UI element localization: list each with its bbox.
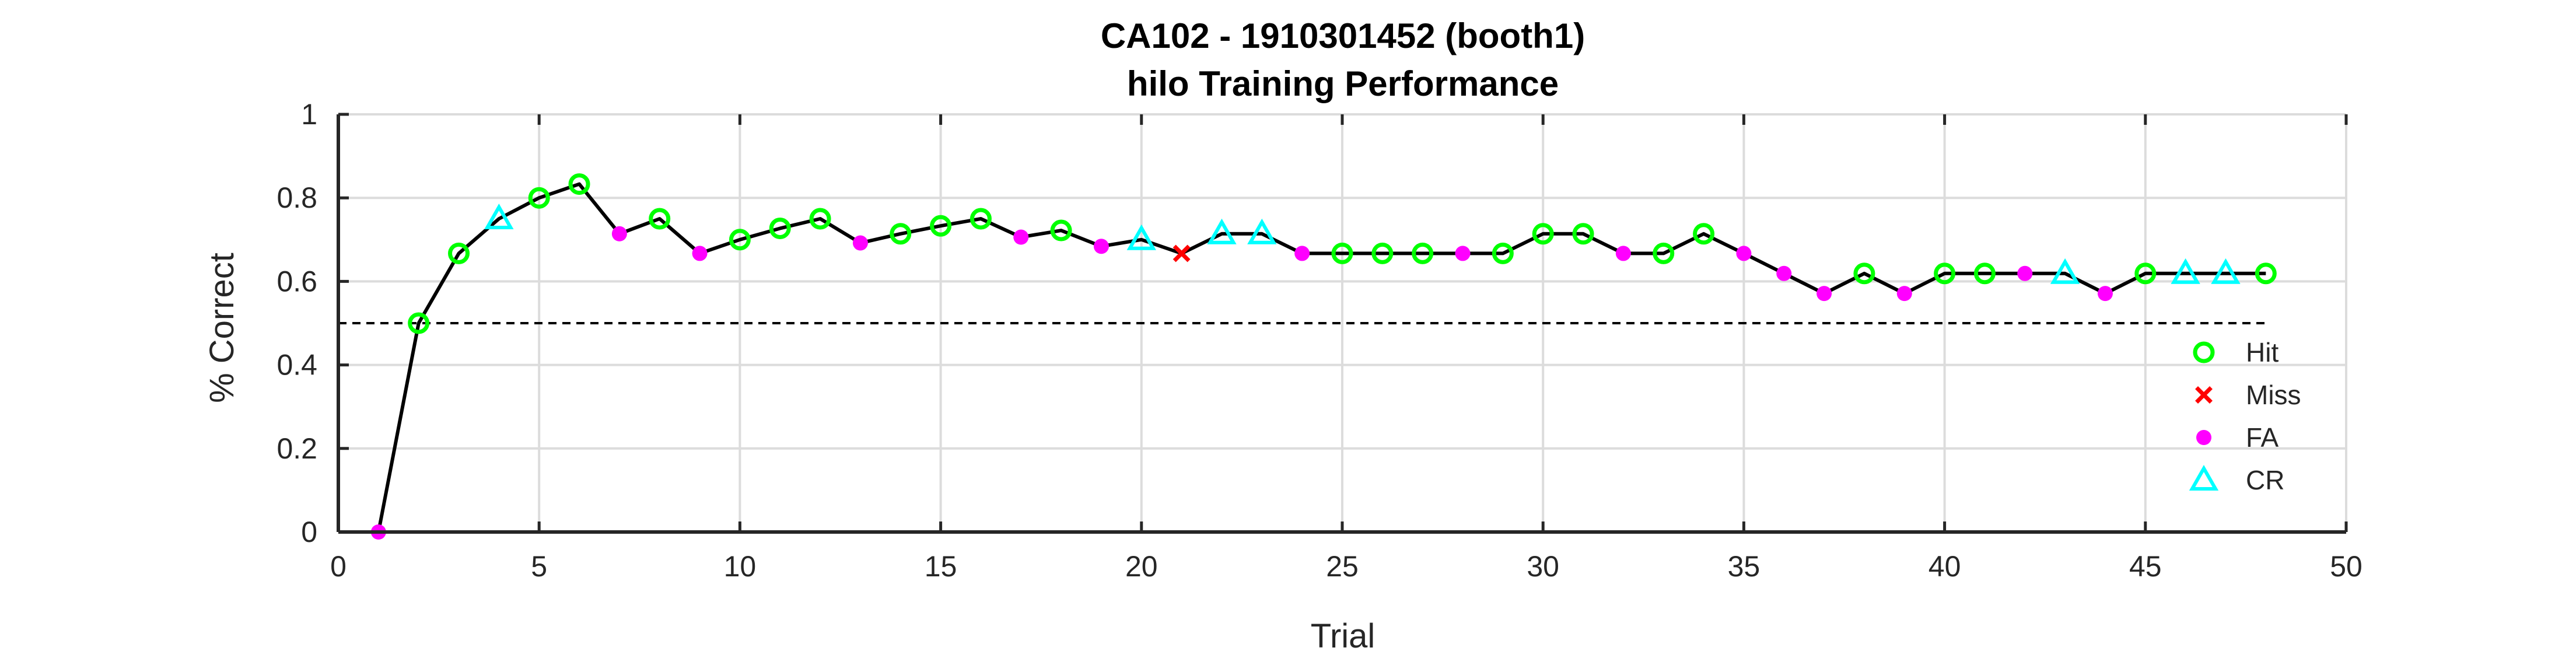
legend-marker-cr — [2189, 464, 2219, 491]
y-tick-label: 0.6 — [276, 265, 317, 298]
data-point-fa — [1455, 246, 1471, 261]
data-point-hit — [408, 312, 430, 334]
chart-subtitle: hilo Training Performance — [1127, 64, 1559, 103]
x-tick-label: 35 — [1728, 550, 1760, 583]
data-point-fa — [1294, 246, 1310, 261]
data-point-cr — [2171, 258, 2200, 284]
legend: Hit Miss FA CR — [2189, 337, 2301, 495]
data-point-hit — [1371, 242, 1394, 264]
data-point-hit — [649, 208, 671, 230]
data-point-hit — [970, 208, 992, 230]
y-tick-label: 0.8 — [276, 181, 317, 214]
legend-marker-hit — [2193, 341, 2215, 363]
data-point-hit — [809, 208, 831, 230]
data-point-hit — [448, 242, 470, 264]
legend-label-hit: Hit — [2246, 337, 2278, 368]
data-point-hit — [1934, 262, 1956, 285]
data-point-hit — [1532, 223, 1554, 245]
data-point-fa — [2017, 265, 2033, 281]
data-point-hit — [1050, 219, 1072, 242]
data-point-hit — [1331, 242, 1353, 264]
axes — [337, 113, 2348, 534]
x-axis-label: Trial — [1311, 617, 1376, 655]
data-point-hit — [1653, 242, 1675, 264]
data-point-cr — [1247, 218, 1277, 244]
x-tick-label: 15 — [925, 550, 957, 583]
x-tick-label: 0 — [330, 550, 346, 583]
y-axis-label: % Correct — [203, 253, 241, 403]
data-markers — [370, 173, 2277, 540]
x-tick-label: 50 — [2330, 550, 2362, 583]
data-point-hit — [1412, 242, 1434, 264]
legend-label-miss: Miss — [2246, 380, 2301, 410]
data-point-hit — [2134, 262, 2157, 285]
data-point-cr — [2211, 258, 2241, 284]
x-tick-label: 5 — [531, 550, 547, 583]
data-point-cr — [484, 203, 514, 229]
data-point-fa — [1817, 286, 1832, 302]
data-point-fa — [2097, 286, 2113, 302]
y-tick-label: 0 — [301, 516, 317, 548]
legend-label-cr: CR — [2246, 465, 2284, 495]
data-point-hit — [930, 215, 952, 237]
x-tick-label: 30 — [1527, 550, 1559, 583]
data-point-fa — [1615, 246, 1631, 261]
data-point-hit — [1853, 262, 1875, 285]
data-point-fa — [1093, 239, 1109, 254]
y-tick-label: 0.2 — [276, 432, 317, 465]
data-point-hit — [890, 223, 912, 245]
legend-marker-miss — [2195, 386, 2213, 404]
legend-marker-fa — [2196, 430, 2211, 445]
data-point-hit — [2255, 262, 2277, 285]
data-point-cr — [2050, 258, 2080, 284]
data-point-hit — [1572, 223, 1594, 245]
x-tick-label: 20 — [1125, 550, 1158, 583]
data-point-hit — [528, 187, 550, 209]
data-point-fa — [1013, 229, 1029, 245]
data-point-fa — [1736, 246, 1752, 261]
x-tick-label: 45 — [2129, 550, 2162, 583]
data-point-fa — [692, 246, 708, 261]
data-point-fa — [1896, 286, 1912, 302]
data-point-fa — [1776, 265, 1792, 281]
y-tick-label: 1 — [301, 98, 317, 131]
y-tick-label: 0.4 — [276, 349, 317, 382]
data-point-hit — [568, 173, 590, 195]
data-point-fa — [852, 235, 868, 251]
data-point-cr — [1126, 224, 1156, 250]
data-line-group — [376, 182, 2266, 533]
data-point-hit — [729, 229, 751, 251]
data-point-hit — [1973, 262, 1996, 285]
chart-title: CA102 - 1910301452 (booth1) — [1101, 16, 1585, 55]
tick-labels: 0 5 10 15 20 25 30 35 40 45 50 0 0.2 0.4 0.6 0.8 1 — [276, 98, 2362, 583]
x-tick-label: 40 — [1929, 550, 1961, 583]
data-point-miss — [1172, 244, 1191, 262]
data-point-hit — [769, 217, 791, 239]
data-point-hit — [1693, 223, 1715, 245]
performance-line — [376, 182, 2266, 533]
x-tick-label: 10 — [724, 550, 757, 583]
x-tick-label: 25 — [1326, 550, 1359, 583]
legend-label-fa: FA — [2246, 422, 2279, 453]
data-point-cr — [1207, 218, 1237, 244]
data-point-fa — [611, 226, 627, 242]
data-point-hit — [1492, 242, 1514, 264]
